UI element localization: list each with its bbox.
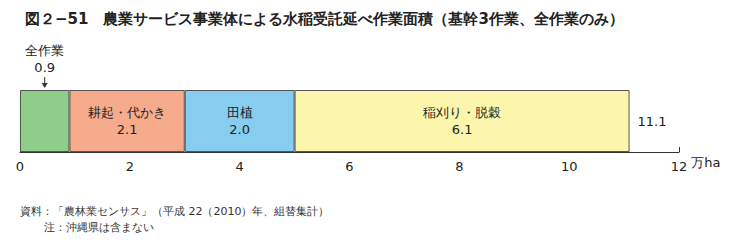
svg-text:0: 0 [16,159,24,174]
svg-text:4: 4 [236,159,244,174]
svg-text:2: 2 [126,159,134,174]
svg-text:万ha: 万ha [691,155,720,170]
svg-text:図２−51 農業サービス事業体による水稲受託延べ作業面積（基: 図２−51 農業サービス事業体による水稲受託延べ作業面積（基幹3作業、全作業のみ… [25,10,624,28]
svg-text:資料：「農林業センサス」（平成 22（2010）年、組替集計: 資料：「農林業センサス」（平成 22（2010）年、組替集計） [20,205,330,218]
svg-text:0.9: 0.9 [34,60,55,75]
svg-text:耕起・代かき: 耕起・代かき [88,105,166,120]
svg-text:11.1: 11.1 [638,114,667,129]
svg-text:6.1: 6.1 [452,122,473,137]
svg-text:稲刈り・脱穀: 稲刈り・脱穀 [423,105,501,120]
svg-text:8: 8 [455,159,463,174]
svg-text:田植: 田植 [227,105,253,120]
svg-text:2.1: 2.1 [117,122,138,137]
svg-text:注：沖縄県は含まない: 注：沖縄県は含まない [44,221,154,234]
svg-text:6: 6 [345,159,353,174]
svg-text:10: 10 [561,159,578,174]
svg-text:全作業: 全作業 [25,43,64,58]
svg-text:2.0: 2.0 [229,122,250,137]
svg-text:12: 12 [671,159,688,174]
